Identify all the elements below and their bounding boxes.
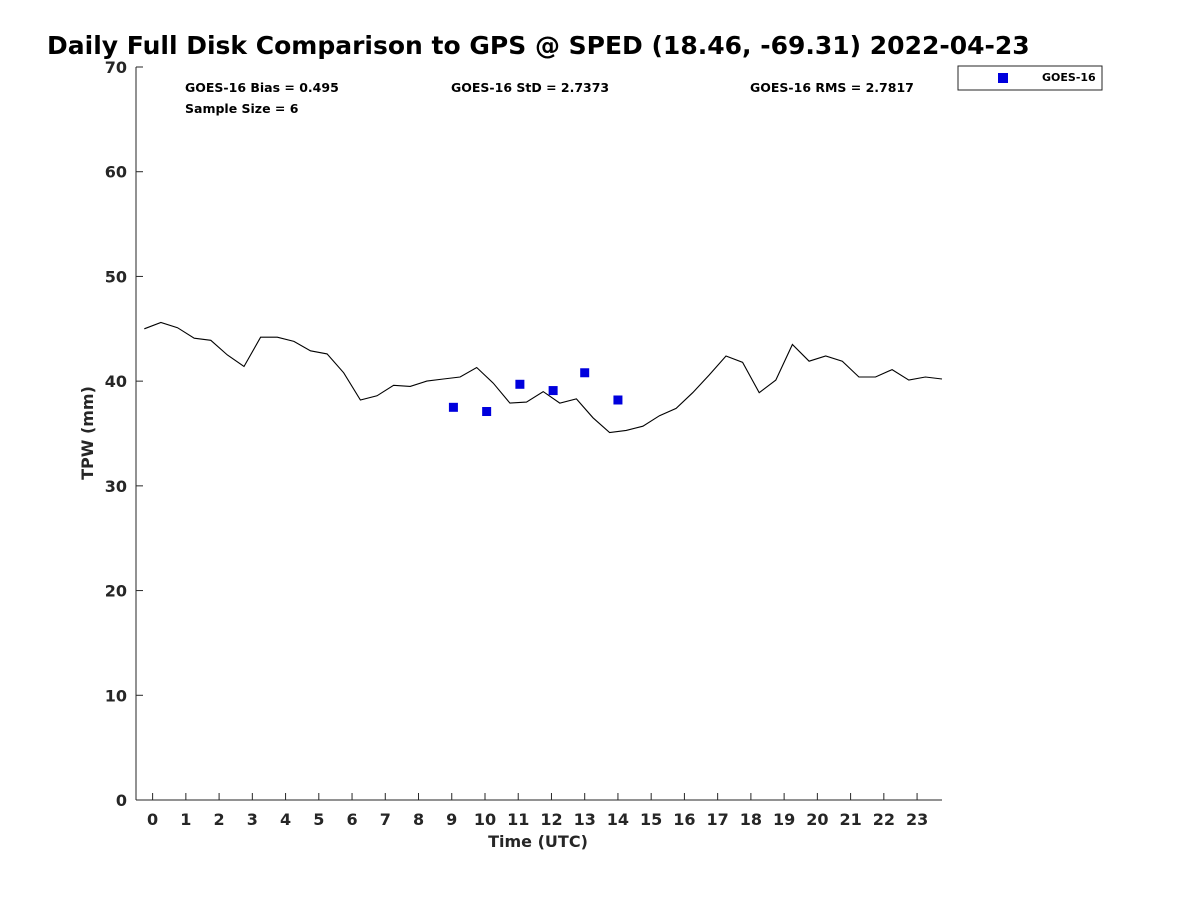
y-axis-label: TPW (mm) [78, 386, 97, 480]
goes16-point [448, 402, 458, 412]
x-tick-label: 5 [313, 810, 324, 829]
y-tick-label: 50 [105, 267, 127, 286]
goes16-point [515, 379, 525, 389]
x-tick-label: 1 [180, 810, 191, 829]
x-tick-label: 16 [673, 810, 695, 829]
goes16-point [548, 386, 558, 396]
stat-rms: GOES-16 RMS = 2.7817 [750, 80, 914, 95]
x-tick-label: 15 [640, 810, 662, 829]
x-tick-label: 9 [446, 810, 457, 829]
x-tick-label: 12 [540, 810, 562, 829]
x-tick-label: 17 [707, 810, 729, 829]
legend-label: GOES-16 [1042, 71, 1096, 84]
x-tick-label: 13 [574, 810, 596, 829]
x-tick-label: 19 [773, 810, 795, 829]
legend-box [957, 65, 1103, 91]
x-tick-label: 6 [346, 810, 357, 829]
x-tick-label: 21 [839, 810, 861, 829]
x-tick-label: 7 [380, 810, 391, 829]
x-tick-label: 18 [740, 810, 762, 829]
x-tick-label: 23 [906, 810, 928, 829]
x-tick-label: 11 [507, 810, 529, 829]
stat-bias: GOES-16 Bias = 0.495 [185, 80, 339, 95]
y-tick-label: 30 [105, 477, 127, 496]
y-tick-label: 10 [105, 686, 127, 705]
x-tick-label: 0 [147, 810, 158, 829]
x-axis-label: Time (UTC) [488, 832, 588, 851]
y-tick-label: 0 [116, 791, 127, 810]
y-tick-label: 40 [105, 372, 127, 391]
y-tick-label: 20 [105, 582, 127, 601]
y-tick-label: 70 [105, 58, 127, 77]
x-tick-label: 8 [413, 810, 424, 829]
goes16-point [580, 368, 590, 378]
x-ticks: 0 1 2 3 4 5 6 7 8 9 10 11 12 13 14 15 16 17 18 19 20 21 22 23 [147, 793, 928, 829]
x-tick-label: 10 [474, 810, 496, 829]
x-tick-label: 22 [873, 810, 895, 829]
chart-title: Daily Full Disk Comparison to GPS @ SPED… [47, 31, 1030, 60]
gps-tpw-line [144, 321, 943, 434]
series-layer [144, 321, 943, 434]
stat-std: GOES-16 StD = 2.7373 [451, 80, 609, 95]
x-tick-label: 4 [280, 810, 291, 829]
y-ticks: 0 10 20 30 40 50 60 70 [105, 58, 143, 810]
legend: GOES-16 [957, 65, 1103, 91]
stat-sample-size: Sample Size = 6 [185, 101, 299, 116]
x-tick-label: 3 [247, 810, 258, 829]
y-tick-label: 60 [105, 163, 127, 182]
goes16-point [482, 407, 492, 417]
x-tick-label: 14 [607, 810, 629, 829]
x-tick-label: 2 [214, 810, 225, 829]
plot-area [135, 67, 942, 801]
legend-marker [998, 73, 1008, 83]
goes16-point [613, 395, 623, 405]
x-tick-label: 20 [806, 810, 828, 829]
